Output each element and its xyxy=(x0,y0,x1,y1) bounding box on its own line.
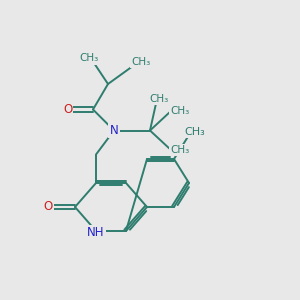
Text: CH₃: CH₃ xyxy=(131,56,151,67)
Text: NH: NH xyxy=(87,226,105,239)
Text: O: O xyxy=(63,103,72,116)
Text: O: O xyxy=(44,200,52,214)
Text: N: N xyxy=(110,124,118,137)
Text: CH₃: CH₃ xyxy=(149,94,169,104)
Text: CH₃: CH₃ xyxy=(184,127,206,137)
Text: CH₃: CH₃ xyxy=(170,145,190,155)
Text: CH₃: CH₃ xyxy=(170,106,190,116)
Text: CH₃: CH₃ xyxy=(79,53,98,64)
